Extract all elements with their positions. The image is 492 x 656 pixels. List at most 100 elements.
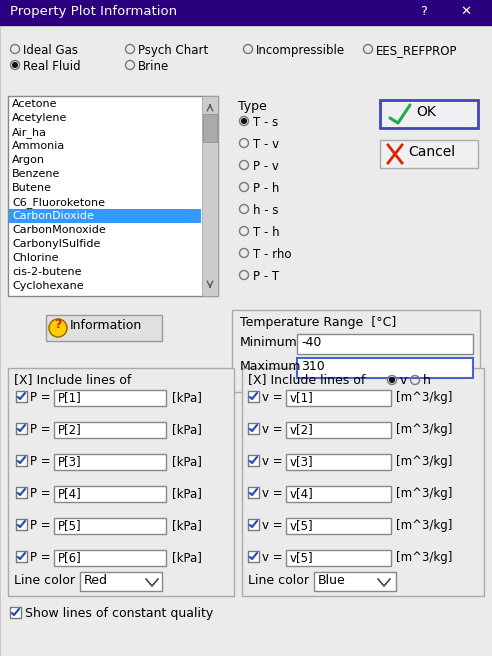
Text: Red: Red	[84, 574, 108, 587]
FancyBboxPatch shape	[54, 390, 166, 406]
Text: P[1]: P[1]	[58, 391, 82, 404]
FancyBboxPatch shape	[202, 96, 218, 296]
Text: Butene: Butene	[12, 183, 52, 193]
FancyBboxPatch shape	[16, 487, 27, 498]
Text: Acetylene: Acetylene	[12, 113, 67, 123]
FancyBboxPatch shape	[0, 26, 492, 656]
Text: Line color: Line color	[248, 574, 309, 587]
Text: v[5]: v[5]	[290, 551, 313, 564]
Text: Minimum: Minimum	[240, 336, 298, 349]
Text: [m^3/kg]: [m^3/kg]	[396, 551, 452, 564]
Text: v[2]: v[2]	[290, 423, 314, 436]
Text: Line color: Line color	[14, 574, 75, 587]
FancyBboxPatch shape	[9, 209, 201, 223]
Text: [kPa]: [kPa]	[172, 487, 202, 500]
Text: T - rho: T - rho	[253, 248, 291, 261]
Text: CarbonMonoxide: CarbonMonoxide	[12, 225, 106, 235]
Text: ?: ?	[54, 318, 62, 331]
Text: P[2]: P[2]	[58, 423, 82, 436]
Text: Property Plot Information: Property Plot Information	[10, 5, 177, 18]
Text: Ideal Gas: Ideal Gas	[23, 44, 78, 57]
FancyBboxPatch shape	[286, 454, 391, 470]
Text: P - T: P - T	[253, 270, 279, 283]
FancyBboxPatch shape	[248, 423, 259, 434]
FancyBboxPatch shape	[46, 315, 162, 341]
Text: v =: v =	[262, 423, 282, 436]
Text: Argon: Argon	[12, 155, 45, 165]
Text: P =: P =	[30, 391, 51, 404]
Text: v =: v =	[262, 455, 282, 468]
Text: P =: P =	[30, 551, 51, 564]
FancyBboxPatch shape	[54, 422, 166, 438]
Text: v[1]: v[1]	[290, 391, 314, 404]
FancyBboxPatch shape	[297, 358, 473, 378]
Text: [m^3/kg]: [m^3/kg]	[396, 455, 452, 468]
FancyBboxPatch shape	[8, 96, 218, 296]
Text: [m^3/kg]: [m^3/kg]	[396, 487, 452, 500]
Text: Cyclohexane: Cyclohexane	[12, 281, 84, 291]
Text: T - v: T - v	[253, 138, 279, 151]
Text: v: v	[400, 374, 407, 387]
Text: ?: ?	[420, 5, 427, 18]
Text: T - h: T - h	[253, 226, 279, 239]
FancyBboxPatch shape	[0, 0, 492, 26]
Text: P[3]: P[3]	[58, 455, 82, 468]
Text: Temperature Range  [°C]: Temperature Range [°C]	[240, 316, 396, 329]
Text: v =: v =	[262, 391, 282, 404]
Text: [X] Include lines of: [X] Include lines of	[248, 373, 366, 386]
FancyBboxPatch shape	[54, 486, 166, 502]
FancyBboxPatch shape	[8, 368, 234, 596]
Text: Cancel: Cancel	[408, 145, 455, 159]
Text: P[4]: P[4]	[58, 487, 82, 500]
Text: P =: P =	[30, 519, 51, 532]
Text: v[4]: v[4]	[290, 487, 314, 500]
Text: Blue: Blue	[318, 574, 346, 587]
Text: CarbonDioxide: CarbonDioxide	[12, 211, 94, 221]
Text: P =: P =	[30, 487, 51, 500]
FancyBboxPatch shape	[10, 607, 21, 618]
Text: Type: Type	[238, 100, 267, 113]
Text: [kPa]: [kPa]	[172, 551, 202, 564]
FancyBboxPatch shape	[16, 519, 27, 530]
Circle shape	[13, 63, 17, 68]
FancyBboxPatch shape	[380, 140, 478, 168]
Text: v =: v =	[262, 519, 282, 532]
Text: P =: P =	[30, 423, 51, 436]
FancyBboxPatch shape	[248, 487, 259, 498]
FancyBboxPatch shape	[16, 391, 27, 402]
Text: [kPa]: [kPa]	[172, 423, 202, 436]
Text: h - s: h - s	[253, 204, 278, 217]
Text: cis-2-butene: cis-2-butene	[12, 267, 82, 277]
Text: Information: Information	[70, 319, 142, 332]
FancyBboxPatch shape	[16, 423, 27, 434]
Text: Benzene: Benzene	[12, 169, 61, 179]
Text: h: h	[423, 374, 431, 387]
FancyBboxPatch shape	[286, 518, 391, 534]
Text: ✕: ✕	[460, 5, 471, 18]
FancyBboxPatch shape	[248, 391, 259, 402]
Text: Brine: Brine	[138, 60, 169, 73]
Text: [X] Include lines of: [X] Include lines of	[14, 373, 131, 386]
FancyBboxPatch shape	[248, 455, 259, 466]
Text: Chlorine: Chlorine	[12, 253, 59, 263]
Text: [kPa]: [kPa]	[172, 519, 202, 532]
FancyBboxPatch shape	[232, 310, 480, 392]
Text: v[3]: v[3]	[290, 455, 313, 468]
Text: Incompressible: Incompressible	[256, 44, 345, 57]
Text: Ammonia: Ammonia	[12, 141, 65, 151]
Text: P - h: P - h	[253, 182, 279, 195]
Text: [kPa]: [kPa]	[172, 391, 202, 404]
FancyBboxPatch shape	[203, 114, 217, 142]
Text: T - s: T - s	[253, 116, 278, 129]
FancyBboxPatch shape	[380, 100, 478, 128]
FancyBboxPatch shape	[80, 572, 162, 591]
Text: Acetone: Acetone	[12, 99, 58, 109]
Text: [kPa]: [kPa]	[172, 455, 202, 468]
FancyBboxPatch shape	[286, 550, 391, 566]
Text: P - v: P - v	[253, 160, 279, 173]
FancyBboxPatch shape	[54, 550, 166, 566]
Text: 310: 310	[301, 360, 325, 373]
Text: Show lines of constant quality: Show lines of constant quality	[25, 607, 213, 620]
Text: v[5]: v[5]	[290, 519, 313, 532]
Text: C6_Fluoroketone: C6_Fluoroketone	[12, 197, 105, 208]
